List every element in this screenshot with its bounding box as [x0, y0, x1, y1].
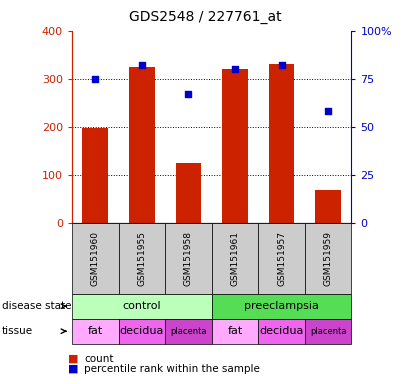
Bar	[175, 163, 201, 223]
Point	[92, 76, 99, 82]
Text: GSM151960: GSM151960	[91, 231, 100, 286]
Point	[185, 91, 192, 97]
Text: control: control	[122, 301, 161, 311]
Bar	[315, 190, 341, 223]
Text: decidua: decidua	[120, 326, 164, 336]
Text: count: count	[84, 354, 114, 364]
Text: ■: ■	[68, 364, 79, 374]
Text: placenta: placenta	[310, 327, 346, 336]
Point	[278, 62, 285, 68]
Bar	[222, 69, 248, 223]
Text: tissue: tissue	[2, 326, 33, 336]
Text: fat: fat	[227, 326, 242, 336]
Bar	[129, 67, 155, 223]
Bar	[82, 128, 108, 223]
Point	[232, 66, 238, 72]
Point	[139, 62, 145, 68]
Text: GSM151959: GSM151959	[323, 231, 332, 286]
Text: decidua: decidua	[259, 326, 304, 336]
Text: GDS2548 / 227761_at: GDS2548 / 227761_at	[129, 10, 282, 23]
Text: fat: fat	[88, 326, 103, 336]
Text: ■: ■	[68, 354, 79, 364]
Text: GSM151961: GSM151961	[231, 231, 240, 286]
Text: disease state: disease state	[2, 301, 72, 311]
Text: GSM151957: GSM151957	[277, 231, 286, 286]
Text: GSM151955: GSM151955	[137, 231, 146, 286]
Text: percentile rank within the sample: percentile rank within the sample	[84, 364, 260, 374]
Text: placenta: placenta	[170, 327, 207, 336]
Point	[325, 108, 331, 114]
Text: GSM151958: GSM151958	[184, 231, 193, 286]
Bar	[269, 65, 294, 223]
Text: preeclampsia: preeclampsia	[244, 301, 319, 311]
